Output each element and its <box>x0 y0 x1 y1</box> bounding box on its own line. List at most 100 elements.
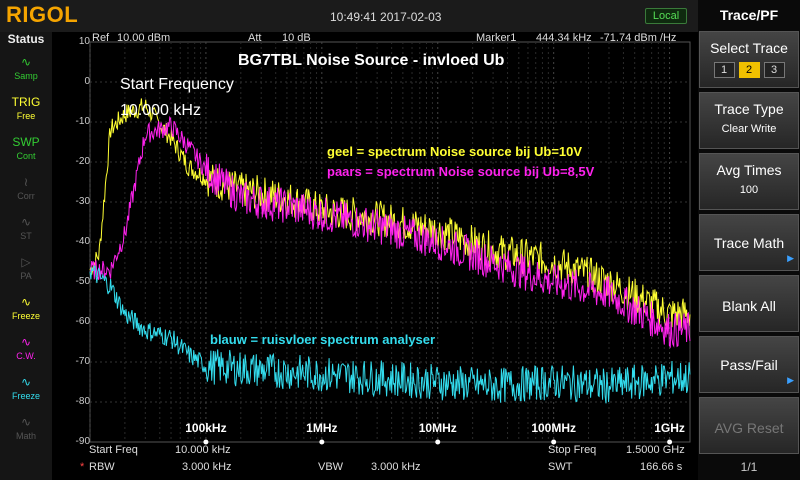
x-tick-marker <box>203 439 209 445</box>
trace-type-label: Trace Type <box>714 101 784 117</box>
marker-label: Marker1 <box>476 32 517 44</box>
y-tick-label: -60 <box>75 316 90 327</box>
trace-type-value: Clear Write <box>721 123 777 135</box>
vbw-label: VBW <box>318 461 344 473</box>
rbw-label: RBW <box>89 461 115 473</box>
start-freq-value: 10.000 kHz <box>175 444 231 456</box>
rbw-value: 3.000 kHz <box>182 461 232 473</box>
pass-fail-button[interactable]: Pass/Fail ▶ <box>699 336 799 393</box>
avg-times-value: 100 <box>739 184 759 196</box>
submenu-arrow-icon: ▶ <box>787 375 794 385</box>
y-tick-label: -70 <box>75 356 90 367</box>
status-item-label: Samp <box>14 71 38 81</box>
att-value: 10 dB <box>282 32 311 44</box>
trace-type-button[interactable]: Trace Type Clear Write <box>699 92 799 149</box>
x-tick-marker <box>435 439 441 445</box>
plot-title: BG7TBL Noise Source - invloed Ub <box>238 52 505 69</box>
swt-value: 166.66 s <box>640 461 683 473</box>
status-panel: Status ∿ Samp TRIG Free SWP Cont ≀ Corr ∿ ST ▷ PA ∿ F… <box>0 32 52 480</box>
series-line-2 <box>89 265 691 404</box>
status-item-label: ST <box>20 231 32 241</box>
rbw-asterisk: * <box>80 461 85 473</box>
trace-math-button[interactable]: Trace Math ▶ <box>699 214 799 271</box>
start-frequency-label: Start Frequency <box>120 76 234 93</box>
status-item-label: C.W. <box>16 351 36 361</box>
x-tick-label: 100MHz <box>531 421 576 435</box>
start-freq-label: Start Freq <box>89 444 138 456</box>
x-tick-marker <box>551 439 557 445</box>
status-item-label: Freeze <box>11 391 40 401</box>
x-tick-label: 100kHz <box>185 421 226 435</box>
trace-math-label: Trace Math <box>713 235 785 251</box>
status-item: ∿ Freeze <box>6 294 46 330</box>
y-tick-label: 0 <box>84 76 90 87</box>
status-item-label: Corr <box>17 191 35 201</box>
status-item-icon: ∿ <box>20 335 32 349</box>
status-item-label: Math <box>15 431 36 441</box>
y-tick-label: 10 <box>78 36 90 47</box>
series-line-1 <box>89 115 691 349</box>
y-tick-label: -90 <box>75 436 90 447</box>
select-trace-label: Select Trace <box>710 40 788 56</box>
y-tick-label: -80 <box>75 396 90 407</box>
legend-cyan: blauw = ruisvloer spectrum analyser <box>210 332 436 347</box>
x-tick-label: 1MHz <box>306 421 337 435</box>
status-item-icon: ∿ <box>20 215 32 229</box>
trace-option-2[interactable]: 2 <box>738 62 760 78</box>
avg-reset-button[interactable]: AVG Reset <box>699 397 799 454</box>
avg-times-label: Avg Times <box>716 162 782 178</box>
status-item-label: Freeze <box>11 311 40 321</box>
stop-freq-label: Stop Freq <box>548 444 597 456</box>
x-tick-marker <box>667 439 673 445</box>
att-label: Att <box>248 32 262 44</box>
status-item-icon: ▷ <box>21 255 31 269</box>
status-item-icon: TRIG <box>11 95 41 109</box>
status-item: ∿ ST <box>6 214 46 250</box>
avg-times-button[interactable]: Avg Times 100 <box>699 153 799 210</box>
status-item: TRIG Free <box>6 94 46 130</box>
status-item: ∿ C.W. <box>6 334 46 370</box>
status-item-icon: ∿ <box>20 55 32 69</box>
trace-option-3[interactable]: 3 <box>763 62 785 78</box>
status-item-label: Free <box>16 111 36 121</box>
status-item: ∿ Freeze <box>6 374 46 410</box>
status-item: ▷ PA <box>6 254 46 290</box>
x-tick-label: 1GHz <box>654 421 685 435</box>
trace-option-1[interactable]: 1 <box>713 62 735 78</box>
status-item-icon: ∿ <box>20 295 32 309</box>
y-tick-label: -40 <box>75 236 90 247</box>
legend-yellow: geel = spectrum Noise source bij Ub=10V <box>327 144 583 159</box>
vbw-value: 3.000 kHz <box>371 461 421 473</box>
y-tick-label: -50 <box>75 276 90 287</box>
status-item-icon: ≀ <box>23 175 29 189</box>
status-item-label: Cont <box>16 151 36 161</box>
pass-fail-label: Pass/Fail <box>720 357 778 373</box>
status-item: ∿ Samp <box>6 54 46 90</box>
status-item-label: PA <box>20 271 32 281</box>
status-item-icon: ∿ <box>20 375 32 389</box>
avg-reset-label: AVG Reset <box>714 420 784 436</box>
blank-all-button[interactable]: Blank All <box>699 275 799 332</box>
menu-title: Trace/PF <box>719 7 779 23</box>
y-tick-label: -10 <box>75 116 90 127</box>
y-tick-label: -20 <box>75 156 90 167</box>
status-item: ∿ Math <box>6 414 46 450</box>
submenu-arrow-icon: ▶ <box>787 253 794 263</box>
legend-magenta: paars = spectrum Noise source bij Ub=8,5… <box>327 164 595 179</box>
status-item: ≀ Corr <box>6 174 46 210</box>
y-tick-label: -30 <box>75 196 90 207</box>
x-tick-marker <box>319 439 325 445</box>
rigol-logo: RIGOL <box>6 2 79 27</box>
ref-value: 10.00 dBm <box>117 32 171 44</box>
stop-freq-value: 1.5000 GHz <box>626 444 685 456</box>
top-bar: RIGOL 10:49:41 2017-02-03 Local <box>0 0 698 32</box>
menu-page-indicator: 1/1 <box>740 460 758 474</box>
status-item-icon: SWP <box>12 135 40 149</box>
local-badge[interactable]: Local <box>645 8 687 24</box>
ref-label: Ref <box>92 32 110 44</box>
status-item-icon: ∿ <box>20 415 32 429</box>
